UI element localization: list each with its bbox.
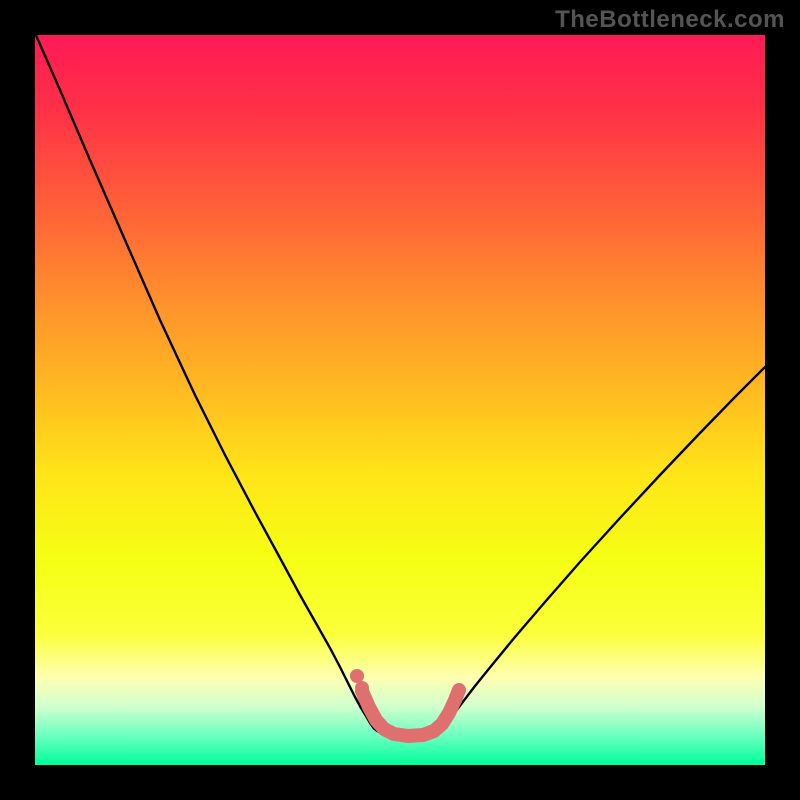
upper-dot bbox=[355, 681, 369, 695]
watermark-text: TheBottleneck.com bbox=[555, 6, 785, 34]
bottleneck-curve bbox=[35, 33, 765, 735]
chart-frame: TheBottleneck.com bbox=[0, 0, 800, 800]
curve-overlay bbox=[0, 0, 800, 800]
lower-loop-highlight bbox=[362, 690, 459, 736]
upper-dot bbox=[350, 669, 364, 683]
